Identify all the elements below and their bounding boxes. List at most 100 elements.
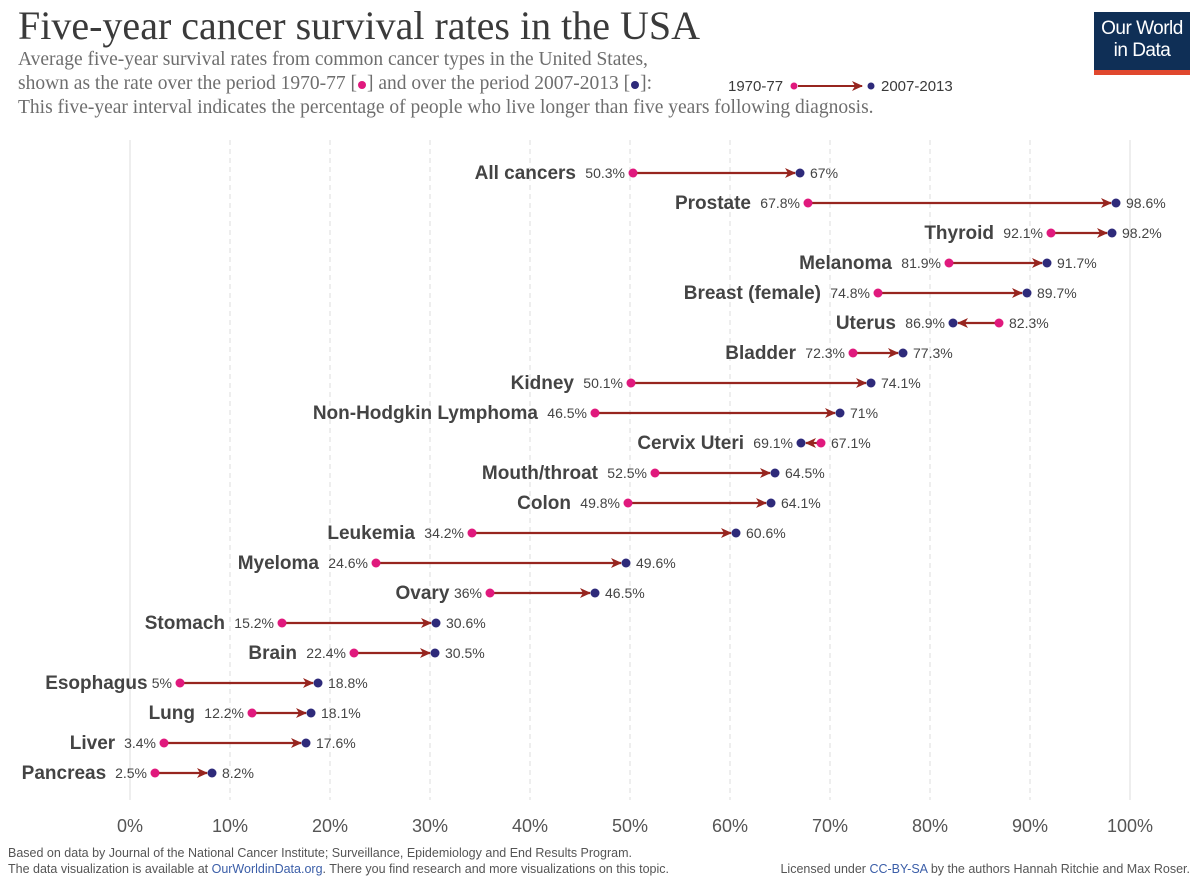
x-tick-label: 90% (1012, 816, 1048, 836)
value-label-high: 82.3% (1009, 315, 1049, 331)
end-point (898, 348, 908, 358)
value-label-low: 50.1% (583, 375, 623, 391)
subtitle-part-c: ]: (640, 73, 653, 94)
x-tick-label: 0% (117, 816, 143, 836)
end-dot-icon (631, 80, 640, 89)
category-label: Prostate (675, 193, 751, 214)
value-label-low: 72.3% (805, 345, 845, 361)
start-point (485, 588, 495, 598)
owid-logo[interactable]: Our World in Data (1094, 12, 1190, 75)
owid-link[interactable]: OurWorldinData.org (211, 862, 323, 876)
value-label-high: 74.1% (881, 375, 921, 391)
x-tick-label: 50% (612, 816, 648, 836)
marks-layer: 50.3% 67% All cancers 67.8% 98.6% Prostate 92.… (22, 163, 1166, 784)
end-point (1111, 198, 1121, 208)
value-label-high: 30.5% (445, 645, 485, 661)
value-label-high: 98.2% (1122, 225, 1162, 241)
value-label-high: 49.6% (636, 555, 676, 571)
subtitle-part-a: shown as the rate over the period 1970-7… (18, 73, 357, 94)
value-label-low: 2.5% (115, 765, 147, 781)
chart-title: Five-year cancer survival rates in the U… (18, 3, 700, 48)
start-point (848, 348, 858, 358)
end-point (948, 318, 958, 328)
category-label: All cancers (475, 163, 576, 184)
subtitle-line-1: Average five-year survival rates from co… (18, 49, 648, 70)
start-point (349, 648, 359, 658)
subtitle-line-2: shown as the rate over the period 1970-7… (18, 72, 652, 96)
category-label: Non-Hodgkin Lymphoma (313, 403, 539, 424)
value-label-low: 50.3% (585, 165, 625, 181)
end-point (621, 558, 631, 568)
value-label-high: 46.5% (605, 585, 645, 601)
value-label-low: 36% (454, 585, 482, 601)
start-point (175, 678, 185, 688)
category-label: Esophagus (45, 673, 147, 694)
start-point (650, 468, 660, 478)
end-point (731, 528, 741, 538)
end-point (306, 708, 316, 718)
category-label: Brain (248, 643, 297, 664)
value-label-low: 74.8% (830, 285, 870, 301)
value-label-high: 17.6% (316, 735, 356, 751)
end-point (866, 378, 876, 388)
value-label-low: 49.8% (580, 495, 620, 511)
value-label-low: 34.2% (424, 525, 464, 541)
x-tick-label: 80% (912, 816, 948, 836)
footer-license-b: by the authors Hannah Ritchie and Max Ro… (927, 862, 1190, 876)
value-label-high: 64.1% (781, 495, 821, 511)
footer-avail-a: The data visualization is available at (8, 862, 212, 876)
category-label: Pancreas (22, 763, 107, 784)
logo-line-2: in Data (1113, 40, 1171, 61)
value-label-low: 12.2% (204, 705, 244, 721)
start-point (371, 558, 381, 568)
category-label: Lung (149, 703, 195, 724)
value-label-high: 18.1% (321, 705, 361, 721)
value-label-low: 86.9% (905, 315, 945, 331)
category-label: Liver (70, 733, 116, 754)
x-tick-label: 40% (512, 816, 548, 836)
value-label-high: 67% (810, 165, 838, 181)
x-tick-label: 70% (812, 816, 848, 836)
category-label: Cervix Uteri (637, 433, 744, 454)
x-tick-label: 60% (712, 816, 748, 836)
value-label-low: 3.4% (124, 735, 156, 751)
x-tick-label: 100% (1107, 816, 1153, 836)
license-link[interactable]: CC-BY-SA (869, 862, 928, 876)
start-point (994, 318, 1004, 328)
start-point (247, 708, 257, 718)
category-label: Mouth/throat (482, 463, 599, 484)
footer-availability: The data visualization is available at O… (8, 862, 669, 876)
value-label-high: 89.7% (1037, 285, 1077, 301)
end-point (1022, 288, 1032, 298)
end-point (1042, 258, 1052, 268)
footer-license: Licensed under CC-BY-SA by the authors H… (780, 862, 1190, 876)
value-label-low: 15.2% (234, 615, 274, 631)
start-point (159, 738, 169, 748)
end-point (301, 738, 311, 748)
value-label-high: 30.6% (446, 615, 486, 631)
value-label-high: 8.2% (222, 765, 254, 781)
category-label: Myeloma (238, 553, 320, 574)
value-label-low: 22.4% (306, 645, 346, 661)
value-label-high: 71% (850, 405, 878, 421)
end-point (766, 498, 776, 508)
start-point (944, 258, 954, 268)
category-label: Colon (517, 493, 571, 514)
legend-start-dot (790, 82, 798, 90)
subtitle-line-3: This five-year interval indicates the pe… (18, 97, 874, 118)
value-label-low: 67.8% (760, 195, 800, 211)
value-label-low: 92.1% (1003, 225, 1043, 241)
value-label-high: 60.6% (746, 525, 786, 541)
category-label: Stomach (145, 613, 225, 634)
category-label: Kidney (511, 373, 575, 394)
category-label: Breast (female) (684, 283, 821, 304)
value-label-high: 64.5% (785, 465, 825, 481)
end-point (207, 768, 217, 778)
end-point (795, 168, 805, 178)
legend-end-label: 2007-2013 (881, 78, 953, 95)
category-label: Uterus (836, 313, 896, 334)
category-label: Bladder (725, 343, 796, 364)
value-label-high: 18.8% (328, 675, 368, 691)
